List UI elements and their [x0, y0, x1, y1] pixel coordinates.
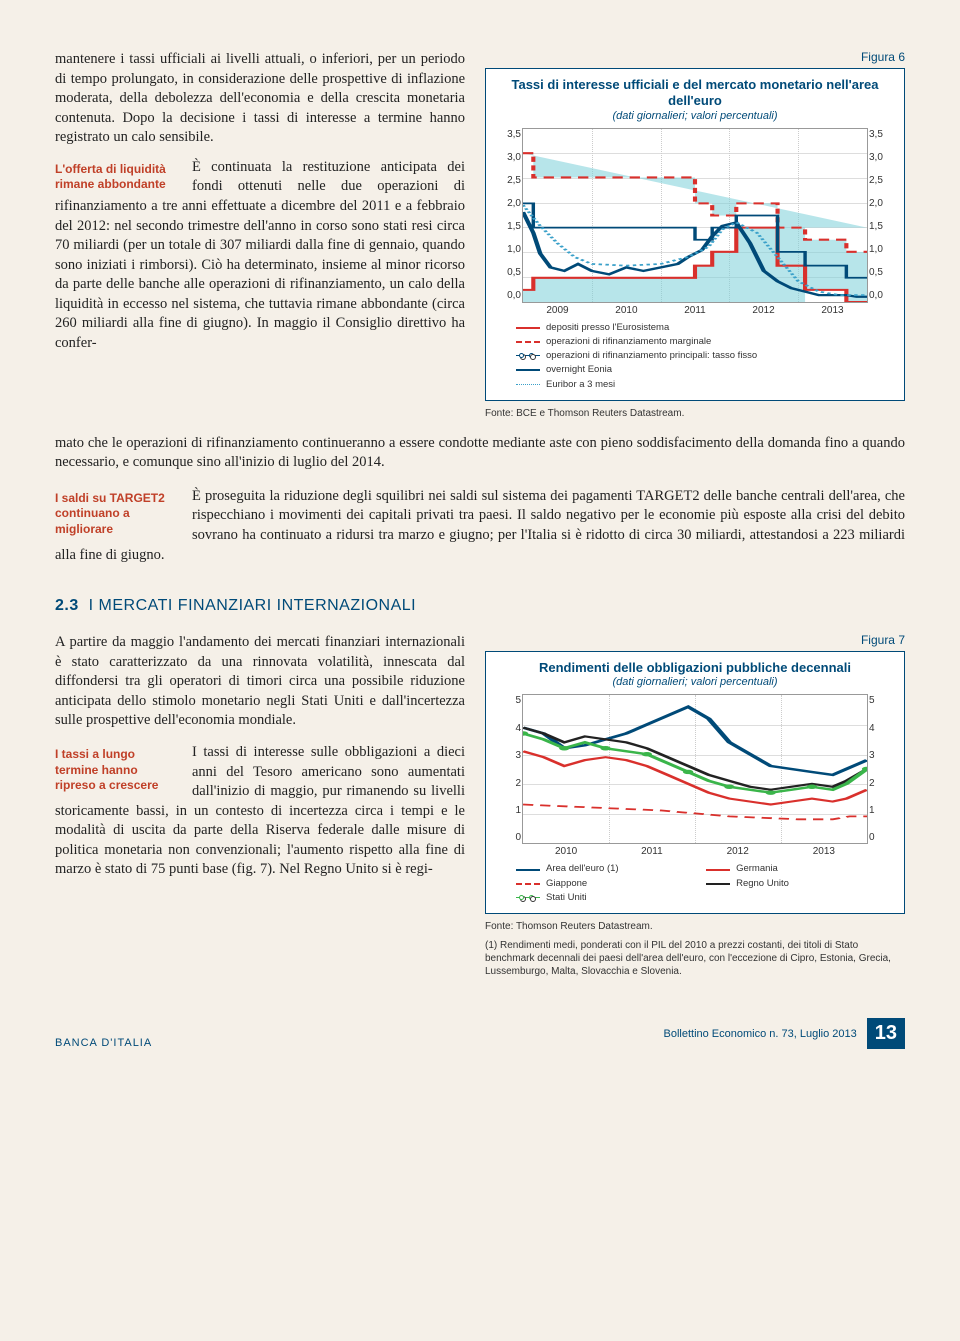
- figure-7-yaxis-left: 543210: [499, 695, 521, 843]
- figure-7-legend: Area dell'euro (1)GermaniaGiapponeRegno …: [496, 862, 894, 905]
- sidenote-target2: I saldi su TARGET2 continuano a migliora…: [55, 491, 180, 538]
- bottom-text-col: A partire da maggio l'andamento dei merc…: [55, 633, 465, 978]
- figure-7-title: Rendimenti delle obbligazioni pubbliche …: [496, 660, 894, 676]
- footer-right: Bollettino Economico n. 73, Luglio 2013 …: [664, 1018, 906, 1049]
- figure-6-subtitle: (dati giornalieri; valori percentuali): [496, 110, 894, 122]
- footer-bank: BANCA D'ITALIA: [55, 1037, 152, 1049]
- footer-page-number: 13: [867, 1018, 905, 1049]
- para-4: A partire da maggio l'andamento dei merc…: [55, 633, 465, 731]
- section-num: 2.3: [55, 597, 79, 614]
- figure-7-subtitle: (dati giornalieri; valori percentuali): [496, 676, 894, 688]
- figure-6-source: Fonte: BCE e Thomson Reuters Datastream.: [485, 407, 905, 420]
- para-3: È proseguita la riduzione degli squilibr…: [55, 487, 905, 565]
- section-title: I MERCATI FINANZIARI INTERNAZIONALI: [89, 597, 416, 614]
- top-block: mantenere i tassi ufficiali ai livelli a…: [55, 50, 905, 420]
- figure-7-xaxis: 2010201120122013: [523, 846, 867, 857]
- para-1: mantenere i tassi ufficiali ai livelli a…: [55, 50, 465, 148]
- figure-6-yaxis-right: 3,53,02,52,01,51,00,50,0: [869, 129, 891, 302]
- figure-7-source: Fonte: Thomson Reuters Datastream.: [485, 920, 905, 933]
- figure-6-box: Tassi di interesse ufficiali e del merca…: [485, 68, 905, 401]
- page-footer: BANCA D'ITALIA Bollettino Economico n. 7…: [55, 1008, 905, 1049]
- page-container: mantenere i tassi ufficiali ai livelli a…: [0, 0, 960, 1079]
- bottom-block: A partire da maggio l'andamento dei merc…: [55, 633, 905, 978]
- figure-6-plot: 3,53,02,52,01,51,00,50,0 3,53,02,52,01,5…: [522, 128, 868, 303]
- figure-6-title: Tassi di interesse ufficiali e del merca…: [496, 77, 894, 110]
- figure-6-label: Figura 6: [485, 50, 905, 64]
- figure-6: Figura 6 Tassi di interesse ufficiali e …: [485, 50, 905, 420]
- figure-6-xaxis: 20092010201120122013: [523, 305, 867, 316]
- section-2-3-heading: 2.3 I MERCATI FINANZIARI INTERNAZIONALI: [55, 597, 905, 615]
- figure-7-box: Rendimenti delle obbligazioni pubbliche …: [485, 651, 905, 914]
- figure-6-yaxis-left: 3,53,02,52,01,51,00,50,0: [499, 129, 521, 302]
- footer-bulletin: Bollettino Economico n. 73, Luglio 2013: [664, 1028, 857, 1040]
- figure-7-note: (1) Rendimenti medi, ponderati con il PI…: [485, 939, 905, 978]
- figure-7-yaxis-right: 543210: [869, 695, 891, 843]
- figure-6-legend: depositi presso l'Eurosistemaoperazioni …: [496, 321, 894, 392]
- figure-7-plot: 543210 543210 2010201120122013: [522, 694, 868, 844]
- sidenote-liquidity: L'offerta di liquidità rimane abbondante: [55, 162, 180, 193]
- figure-7: Figura 7 Rendimenti delle obbligazioni p…: [485, 633, 905, 978]
- top-text-col: mantenere i tassi ufficiali ai livelli a…: [55, 50, 465, 420]
- figure-7-label: Figura 7: [485, 633, 905, 647]
- para-2-continuation: mato che le operazioni di rifinanziament…: [55, 434, 905, 473]
- sidenote-long-rates: I tassi a lungo termine hanno ripreso a …: [55, 747, 180, 794]
